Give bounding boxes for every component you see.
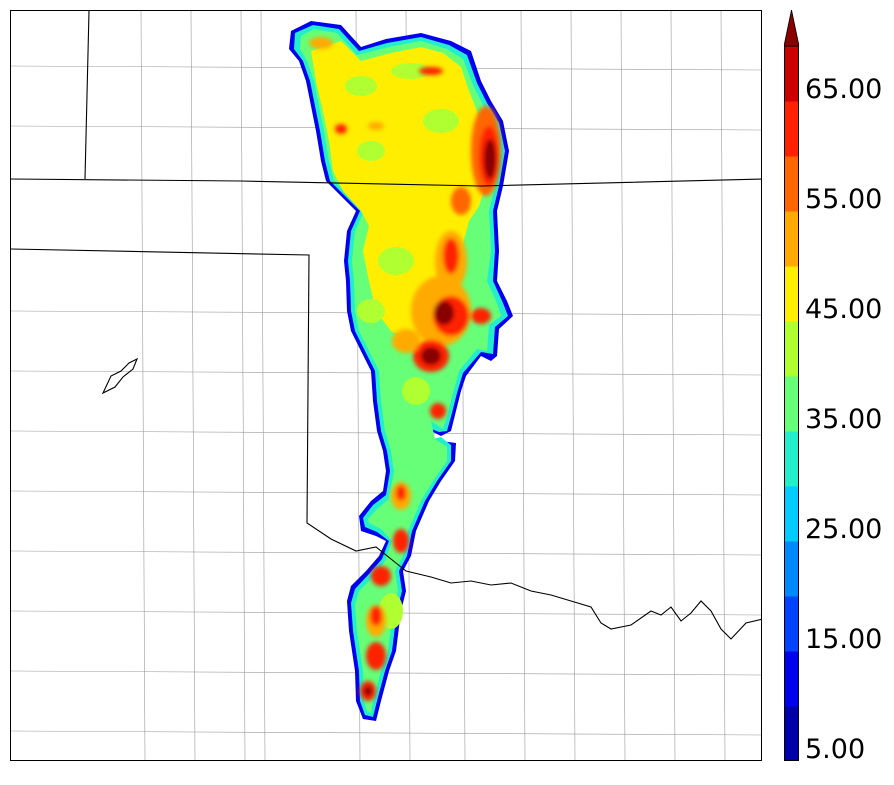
colorbar-label-55: 55.00 (805, 184, 883, 215)
county-line (11, 730, 761, 736)
colorbar-segment (784, 541, 799, 597)
county-line (260, 11, 266, 760)
colorbar-label-45: 45.00 (805, 294, 883, 325)
colorbar-label-65: 65.00 (805, 74, 883, 105)
colorbar-segment (784, 376, 799, 432)
colorbar-segment (784, 266, 799, 322)
state-borders (11, 11, 761, 640)
colorbar-label-5: 5.00 (805, 734, 866, 765)
county-line (620, 11, 626, 760)
county-line (520, 11, 526, 760)
colorbar-border (784, 45, 799, 761)
colorbar-label-15: 15.00 (805, 624, 883, 655)
county-line (240, 11, 246, 760)
colorbar-segment (784, 651, 799, 707)
county-line (140, 11, 146, 760)
colorbar-segment (784, 46, 799, 102)
reflectivity-field (289, 21, 513, 721)
colorbar-segment (784, 431, 799, 487)
colorbar-segment (784, 211, 799, 267)
colorbar-segment (784, 156, 799, 212)
radar-map (10, 10, 762, 761)
colorbar-segment (784, 486, 799, 542)
county-line (720, 11, 726, 760)
colorbar-segment (784, 101, 799, 157)
map-svg (11, 11, 761, 760)
colorbar-segment (784, 321, 799, 377)
county-line (670, 11, 676, 760)
county-line (190, 11, 196, 760)
colorbar (784, 10, 799, 761)
county-line (570, 11, 576, 760)
colorbar-segment (784, 706, 799, 761)
colorbar-label-25: 25.00 (805, 514, 883, 545)
colorbar-segment (784, 596, 799, 652)
colorbar-extend-arrow (784, 10, 799, 47)
colorbar-label-35: 35.00 (805, 404, 883, 435)
